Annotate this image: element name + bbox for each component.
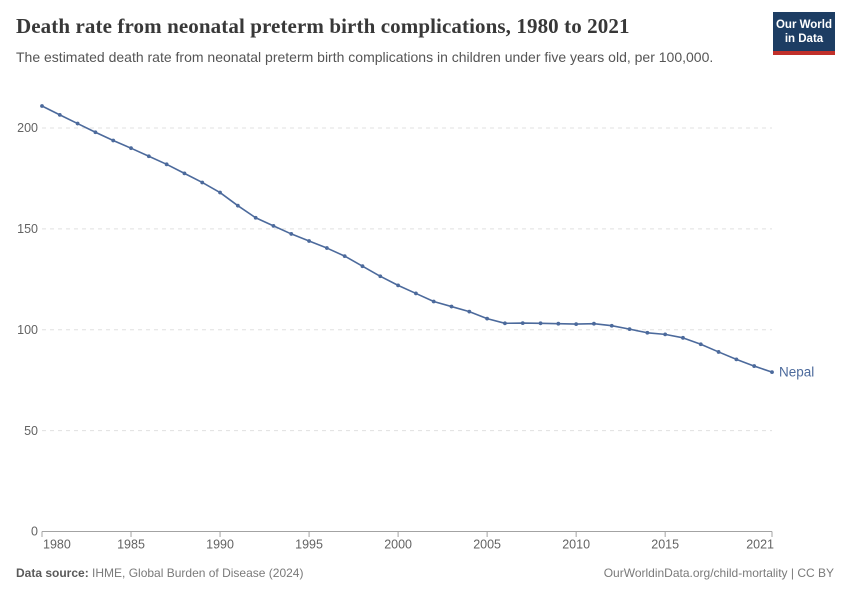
data-point[interactable] — [556, 321, 561, 326]
x-axis-tick-label: 2015 — [651, 538, 679, 552]
y-axis-tick-label: 150 — [17, 222, 38, 236]
data-point[interactable] — [734, 357, 739, 362]
x-axis-tick-label: 1990 — [206, 538, 234, 552]
logo-text-line2: in Data — [784, 33, 824, 46]
data-point[interactable] — [681, 335, 685, 340]
data-point[interactable] — [396, 283, 400, 288]
data-source-label: Data source: — [16, 566, 89, 580]
data-point[interactable] — [342, 254, 347, 259]
data-point[interactable] — [164, 162, 169, 167]
data-point[interactable] — [253, 215, 258, 220]
data-point[interactable] — [129, 146, 133, 151]
data-point[interactable] — [182, 171, 187, 176]
y-axis-tick-label: 200 — [17, 121, 38, 135]
y-axis-tick-label: 50 — [24, 424, 38, 438]
data-point[interactable] — [360, 264, 365, 269]
data-point[interactable] — [271, 223, 276, 228]
x-axis-tick-label: 1995 — [295, 538, 323, 552]
data-point[interactable] — [324, 246, 329, 250]
logo-text-line1: Our World — [775, 19, 832, 31]
x-axis-tick-label: 2000 — [384, 538, 412, 552]
data-point[interactable] — [663, 332, 668, 337]
data-point[interactable] — [40, 104, 44, 108]
data-point[interactable] — [307, 239, 311, 243]
data-point[interactable] — [770, 370, 774, 375]
data-point[interactable] — [146, 154, 151, 159]
series-label-nepal[interactable]: Nepal — [779, 365, 814, 380]
data-source: Data source: IHME, Global Burden of Dise… — [16, 566, 303, 580]
data-point[interactable] — [449, 304, 454, 309]
data-point[interactable] — [111, 138, 116, 143]
data-point[interactable] — [538, 321, 543, 326]
x-axis-tick-label: 1980 — [43, 538, 71, 552]
data-point[interactable] — [716, 350, 721, 354]
y-axis-tick-label: 100 — [17, 323, 38, 337]
data-point[interactable] — [574, 322, 579, 327]
data-point[interactable] — [57, 112, 62, 117]
chart-subtitle: The estimated death rate from neonatal p… — [16, 49, 714, 65]
data-point[interactable] — [609, 323, 614, 328]
x-axis-tick-label: 2005 — [473, 538, 501, 552]
data-point[interactable] — [289, 232, 294, 236]
data-point[interactable] — [414, 291, 418, 296]
page-title: Death rate from neonatal preterm birth c… — [16, 14, 630, 38]
data-point[interactable] — [93, 130, 98, 135]
data-point[interactable] — [218, 190, 222, 195]
owid-logo[interactable]: Our World in Data — [773, 12, 835, 55]
x-axis-tick-label: 2021 — [746, 538, 774, 552]
data-point[interactable] — [485, 316, 490, 321]
series-line-nepal[interactable] — [41, 105, 773, 373]
attribution-link[interactable]: OurWorldinData.org/child-mortality | CC … — [603, 566, 834, 580]
x-axis-tick-label: 2010 — [562, 538, 590, 552]
x-axis-tick-label: 1985 — [117, 538, 145, 552]
data-point[interactable] — [503, 321, 507, 326]
data-point[interactable] — [698, 342, 703, 347]
data-point[interactable] — [431, 299, 436, 304]
y-axis-tick-label: 0 — [31, 525, 38, 539]
data-point[interactable] — [200, 180, 205, 185]
data-point[interactable] — [75, 121, 80, 126]
data-point[interactable] — [467, 309, 472, 314]
data-point[interactable] — [520, 321, 525, 325]
data-point[interactable] — [645, 330, 650, 335]
data-point[interactable] — [752, 364, 757, 368]
data-point[interactable] — [627, 327, 632, 332]
data-source-value: IHME, Global Burden of Disease (2024) — [88, 566, 304, 580]
chart-footer: Data source: IHME, Global Burden of Dise… — [16, 566, 834, 580]
data-point[interactable] — [592, 321, 596, 326]
data-point[interactable] — [235, 203, 240, 208]
data-point[interactable] — [378, 274, 383, 279]
